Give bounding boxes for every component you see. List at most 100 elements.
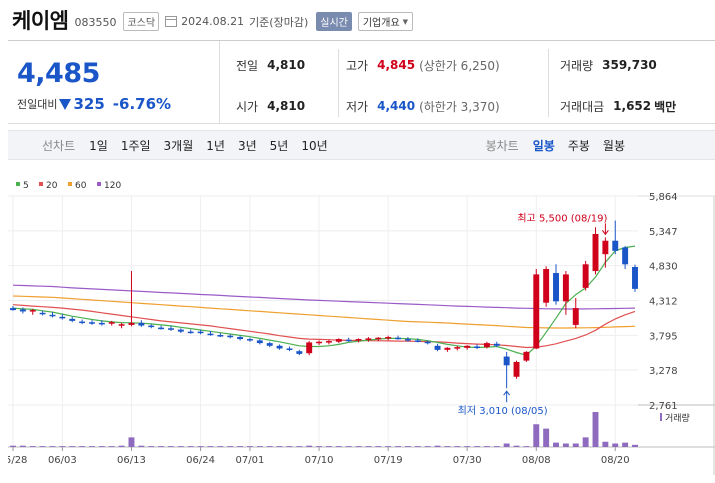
volume-bar <box>474 446 480 447</box>
volume-bar <box>59 446 66 447</box>
volume-bar <box>148 446 155 447</box>
candle-body <box>335 339 342 342</box>
change-percent: -6.76% <box>112 95 172 113</box>
candle-body <box>197 331 204 334</box>
volume-bar <box>444 446 451 447</box>
candle-body <box>513 361 520 377</box>
volume-bar <box>138 445 145 447</box>
divider <box>548 49 549 117</box>
candle-body <box>503 356 510 366</box>
y-tick-label: 4,830 <box>649 262 678 273</box>
legend-swatch <box>97 182 101 186</box>
candle-body <box>612 240 619 251</box>
candlestick-chart[interactable]: 5 20 60 120 거래량 5,864 5,347 4,830 4,312 3,795 3,… <box>0 172 715 479</box>
volume-bar <box>543 428 550 447</box>
volume-bar <box>39 446 46 447</box>
volume-bar <box>493 446 500 447</box>
candle-body <box>483 343 490 348</box>
period-5y[interactable]: 5년 <box>269 138 289 153</box>
volume-bar <box>325 446 332 447</box>
volume-bar <box>177 446 184 447</box>
change-amount: 325 <box>73 95 105 113</box>
high-label: 고가 <box>346 58 369 73</box>
candle-body <box>19 309 26 312</box>
candle-body <box>316 341 323 344</box>
high-arrow-icon <box>601 230 609 236</box>
chevron-down-icon: ▼ <box>402 17 409 26</box>
quote-basis: 기준(장마감) <box>249 15 309 29</box>
candle-body <box>59 316 66 319</box>
company-info-dropdown[interactable]: 기업개요 ▼ <box>357 12 414 31</box>
volume-bar <box>424 446 431 447</box>
volume-bar <box>404 446 411 447</box>
candle-body <box>622 247 629 265</box>
candle-body <box>256 340 263 344</box>
candle-body <box>365 338 372 340</box>
period-1y[interactable]: 1년 <box>206 138 225 153</box>
legend-swatch <box>39 182 43 186</box>
market-badge: 코스닥 <box>123 12 160 31</box>
realtime-button[interactable]: 실시간 <box>316 12 352 31</box>
candle-body <box>138 322 145 326</box>
candle-body <box>543 269 550 303</box>
candle-body <box>562 274 569 302</box>
candle-body <box>118 324 125 326</box>
volume-bar <box>306 445 313 447</box>
volume-legend-swatch <box>660 413 662 421</box>
down-arrow-icon <box>59 98 72 110</box>
candle-body <box>187 331 194 334</box>
upper-limit: (상한가 6,250) <box>419 58 500 73</box>
candle-body <box>533 274 540 349</box>
volume-bar <box>483 446 490 447</box>
period-daily[interactable]: 일봉 <box>532 138 555 153</box>
volume-bar <box>158 446 165 447</box>
candle-body <box>276 345 283 349</box>
candle-body <box>325 341 332 343</box>
volume-bar <box>197 446 204 447</box>
legend-label: 20 <box>46 181 58 191</box>
candle-body <box>345 339 352 342</box>
amount-label: 거래대금 <box>560 99 605 114</box>
period-weekly[interactable]: 주봉 <box>567 138 590 153</box>
candle-body <box>444 347 451 350</box>
x-tick-label: 07/10 <box>305 455 334 466</box>
prev-close-value: 4,810 <box>267 58 306 72</box>
open-price: 시가 4,810 <box>236 96 305 116</box>
high-annotation: 최고 5,500 (08/19) <box>517 212 607 224</box>
line-chart-title: 선차트 <box>42 138 76 153</box>
period-10y[interactable]: 10년 <box>301 138 328 153</box>
candle-body <box>286 348 293 350</box>
ma60-line <box>12 295 636 329</box>
period-1w[interactable]: 1주일 <box>120 138 151 153</box>
period-monthly[interactable]: 월봉 <box>602 138 625 153</box>
y-tick-label: 4,312 <box>649 297 678 308</box>
period-1d[interactable]: 1일 <box>89 138 108 153</box>
price-summary: 4,485 전일대비 325 -6.76% <box>8 41 220 124</box>
volume-bar <box>316 446 323 447</box>
volume-bar <box>592 412 599 447</box>
volume-bar <box>602 441 609 447</box>
x-tick-label: 07/01 <box>236 455 265 466</box>
company-info-label: 기업개요 <box>362 18 400 29</box>
low-value: 4,440 <box>377 99 416 113</box>
volume-bar <box>503 443 510 447</box>
change-label: 전일대비 <box>17 98 58 111</box>
volume-bar <box>523 446 530 447</box>
candle-body <box>385 337 392 339</box>
period-3m[interactable]: 3개월 <box>163 138 194 153</box>
volume-bar <box>434 445 441 447</box>
calendar-icon <box>165 16 178 27</box>
candle-body <box>29 310 36 312</box>
candle-body <box>10 308 16 311</box>
candle-body <box>572 308 579 325</box>
high-value: 4,845 <box>377 58 416 72</box>
candle-body <box>454 347 461 349</box>
volume-bar <box>562 443 569 447</box>
x-tick-label: 07/30 <box>453 455 482 466</box>
legend-label: 60 <box>75 181 87 191</box>
candle-body <box>158 327 165 330</box>
candle-chart-title: 봉차트 <box>485 138 519 153</box>
high-price: 고가 4,845 (상한가 6,250) <box>346 55 500 75</box>
volume-bar <box>572 443 579 447</box>
period-3y[interactable]: 3년 <box>237 138 257 153</box>
